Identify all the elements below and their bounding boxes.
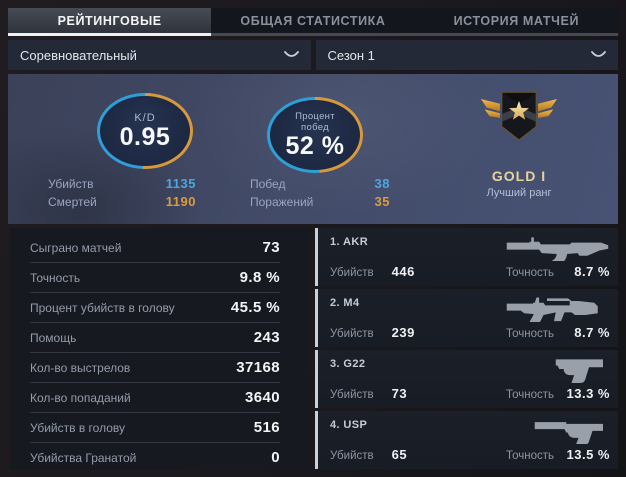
win-gauge-value: 52 % <box>285 132 345 161</box>
chevron-down-icon <box>591 51 606 57</box>
season-dropdown[interactable]: Сезон 1 <box>315 40 618 70</box>
chevron-down-icon <box>283 51 299 57</box>
weapon-name: 2. M4 <box>330 297 360 309</box>
filter-bar: Соревновательный Сезон 1 <box>8 40 618 70</box>
weapon-stats-row: Убийств 73 Точность 13.3 % <box>330 386 610 401</box>
season-dropdown-value: Сезон 1 <box>327 47 375 63</box>
stat-label: Кол-во выстрелов <box>30 360 131 375</box>
stat-label: Убийства Гранатой <box>30 450 137 465</box>
weapon-name: 4. USP <box>330 419 368 431</box>
stat-row: Кол-во попаданий 3640 <box>30 383 280 413</box>
stat-row: Сыграно матчей 73 <box>30 233 280 263</box>
stat-value: 3640 <box>245 389 280 406</box>
kills-label: Убийств <box>330 450 374 462</box>
accuracy-value: 13.3 % <box>566 386 610 401</box>
kills-value: 65 <box>391 447 408 462</box>
weapon-name: 1. AKR <box>330 236 369 248</box>
stat-row: Кол-во выстрелов 37168 <box>30 353 280 383</box>
stat-value: 0 <box>271 449 280 466</box>
stat-row: Убийства Гранатой 0 <box>30 443 280 470</box>
kd-gauge: K/D 0.95 <box>97 93 193 169</box>
rank-caption: Лучший ранг <box>486 187 552 199</box>
stat-label: Помощь <box>30 330 77 345</box>
rank-name: GOLD I <box>491 168 547 184</box>
stat-label: Убийств <box>48 177 94 191</box>
weapon-stats-row: Убийств 239 Точность 8.7 % <box>330 325 610 340</box>
accuracy-label: Точность <box>505 328 554 340</box>
stat-label: Смертей <box>48 195 97 209</box>
g22-pistol-icon <box>490 355 610 383</box>
kd-stat-row: Убийств 1135 <box>48 176 196 191</box>
ak-rifle-icon <box>490 233 610 261</box>
detail-stats-table: Сыграно матчей 73 Точность 9.8 % Процент… <box>10 228 310 470</box>
stat-label: Процент убийств в голову <box>30 300 175 315</box>
win-gauge: Процент побед 52 % <box>267 97 363 173</box>
kills-label: Убийств <box>330 267 374 279</box>
kills-value: 446 <box>391 264 415 279</box>
weapons-list: 1. AKR Убийств 446 Точность 8.7 % 2. M4 <box>315 228 618 469</box>
stat-value: 516 <box>253 419 280 436</box>
weapon-card-akr: 1. AKR Убийств 446 Точность 8.7 % <box>315 228 618 286</box>
stat-value: 37168 <box>236 359 280 376</box>
stat-value: 243 <box>253 329 280 346</box>
tab-label: ИСТОРИЯ МАТЧЕЙ <box>453 13 580 28</box>
rank-block: GOLD I Лучший ранг <box>455 88 583 199</box>
accuracy-value: 13.5 % <box>566 447 610 462</box>
stat-label: Кол-во попаданий <box>30 390 131 405</box>
weapon-stats-row: Убийств 446 Точность 8.7 % <box>330 264 610 279</box>
usp-pistol-icon <box>490 416 610 444</box>
kd-gauge-value: 0.95 <box>119 123 171 151</box>
win-stat-row: Побед 38 <box>250 176 390 191</box>
win-stat-row: Поражений 35 <box>250 194 390 209</box>
stat-value: 45.5 % <box>230 299 280 316</box>
accuracy-label: Точность <box>505 267 554 279</box>
accuracy-label: Точность <box>505 389 554 401</box>
stat-label: Убийств в голову <box>30 420 125 435</box>
stat-value: 1190 <box>165 194 196 209</box>
weapon-card-usp: 4. USP Убийств 65 Точность 13.5 % <box>315 411 618 469</box>
accuracy-value: 8.7 % <box>574 264 610 279</box>
weapon-card-m4: 2. M4 Убийств 239 Точность 8.7 % <box>315 289 618 347</box>
stat-value: 38 <box>374 176 390 191</box>
accuracy-value: 8.7 % <box>574 325 610 340</box>
tab-label: РЕЙТИНГОВЫЕ <box>57 13 162 28</box>
stat-row: Процент убийств в голову 45.5 % <box>30 293 280 323</box>
tab-label: ОБЩАЯ СТАТИСТИКА <box>240 13 386 28</box>
tab-match-history[interactable]: ИСТОРИЯ МАТЧЕЙ <box>414 8 618 36</box>
stat-value: 73 <box>262 239 280 256</box>
stat-label: Поражений <box>250 195 314 209</box>
tab-rating[interactable]: РЕЙТИНГОВЫЕ <box>8 8 212 36</box>
stat-label: Точность <box>30 270 81 285</box>
weapon-name: 3. G22 <box>330 358 366 370</box>
weapon-card-g22: 3. G22 Убийств 73 Точность 13.3 % <box>315 350 618 408</box>
tab-general-stats[interactable]: ОБЩАЯ СТАТИСТИКА <box>211 8 415 36</box>
stat-label: Сыграно матчей <box>30 240 122 255</box>
kd-gauge-label: K/D <box>134 112 156 124</box>
kills-value: 73 <box>391 386 408 401</box>
kills-value: 239 <box>391 325 415 340</box>
mode-dropdown[interactable]: Соревновательный <box>8 40 311 70</box>
stat-value: 1135 <box>165 176 196 191</box>
lower-section: Сыграно матчей 73 Точность 9.8 % Процент… <box>8 228 618 470</box>
win-gauge-label: Процент побед <box>295 110 335 133</box>
m4-rifle-icon <box>490 294 610 322</box>
summary-panel: K/D 0.95 Убийств 1135 Смертей 1190 Проце… <box>8 74 618 224</box>
kills-label: Убийств <box>330 328 374 340</box>
gold-rank-badge-icon <box>479 88 559 148</box>
tab-bar: РЕЙТИНГОВЫЕ ОБЩАЯ СТАТИСТИКА ИСТОРИЯ МАТ… <box>8 8 618 36</box>
stat-row: Помощь 243 <box>30 323 280 353</box>
kd-stats: Убийств 1135 Смертей 1190 <box>48 176 196 209</box>
win-stats: Побед 38 Поражений 35 <box>250 176 390 209</box>
weapon-stats-row: Убийств 65 Точность 13.5 % <box>330 447 610 462</box>
stat-row: Точность 9.8 % <box>30 263 280 293</box>
mode-dropdown-value: Соревновательный <box>20 47 137 63</box>
kd-stat-row: Смертей 1190 <box>48 194 196 209</box>
kills-label: Убийств <box>330 389 374 401</box>
stat-label: Побед <box>250 177 286 191</box>
stat-value: 9.8 % <box>239 269 280 286</box>
stat-row: Убийств в голову 516 <box>30 413 280 443</box>
stat-value: 35 <box>374 194 390 209</box>
accuracy-label: Точность <box>505 450 554 462</box>
